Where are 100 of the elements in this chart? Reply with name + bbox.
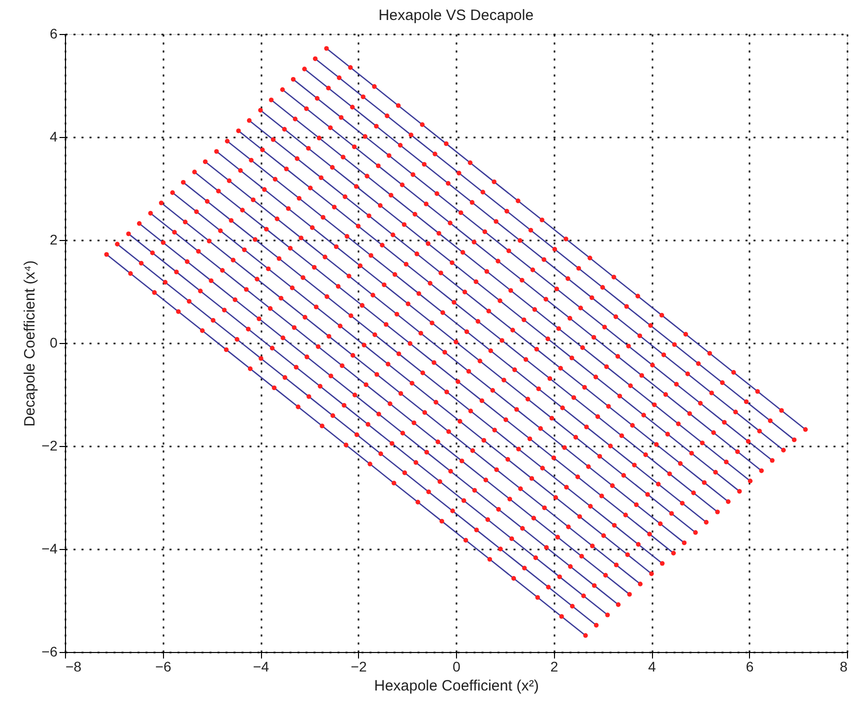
y-tick-label: −4	[42, 540, 58, 556]
y-tick-label: −6	[42, 644, 58, 660]
point	[512, 367, 517, 372]
point	[366, 422, 370, 427]
point	[713, 470, 718, 475]
point	[612, 522, 617, 528]
point	[338, 115, 344, 120]
point	[588, 256, 592, 260]
point	[520, 278, 524, 283]
point	[573, 434, 578, 440]
point	[549, 416, 554, 421]
point	[586, 464, 591, 469]
point	[659, 312, 664, 318]
point	[274, 216, 280, 222]
point	[584, 424, 589, 430]
point	[522, 566, 527, 570]
point	[470, 200, 474, 205]
point	[562, 445, 567, 450]
point	[619, 433, 624, 438]
point	[348, 65, 353, 70]
point	[170, 190, 175, 195]
point	[614, 562, 619, 568]
point	[645, 492, 650, 497]
y-axis-title: Decapole Coefficient (x⁴)	[22, 260, 39, 427]
point	[456, 170, 462, 176]
point	[546, 336, 550, 342]
point	[608, 444, 613, 448]
point	[504, 417, 508, 422]
point	[400, 182, 405, 188]
point	[392, 480, 396, 486]
point	[332, 204, 337, 210]
point	[374, 124, 379, 129]
point	[420, 122, 425, 127]
point	[492, 179, 496, 184]
point	[230, 258, 236, 262]
point	[204, 199, 210, 204]
point	[182, 220, 188, 224]
point	[432, 152, 438, 156]
point	[136, 221, 142, 226]
point	[426, 489, 431, 494]
point	[304, 106, 309, 112]
point	[571, 395, 576, 400]
point	[160, 240, 166, 245]
point	[334, 244, 339, 250]
point	[779, 408, 784, 413]
point	[733, 410, 738, 414]
point	[244, 287, 249, 292]
point	[665, 432, 670, 436]
point	[468, 408, 474, 414]
point	[408, 341, 412, 346]
point	[671, 550, 676, 556]
chart-title: Hexapole VS Decapole	[378, 7, 534, 24]
point	[446, 429, 452, 434]
point	[438, 270, 444, 276]
point	[336, 284, 341, 289]
point	[617, 394, 622, 398]
point	[544, 545, 549, 550]
point	[496, 507, 501, 512]
point	[590, 295, 594, 300]
point	[270, 346, 275, 350]
point	[356, 224, 361, 228]
point	[466, 368, 472, 374]
point	[534, 346, 539, 352]
point	[658, 521, 663, 526]
point	[731, 370, 736, 375]
point	[444, 390, 450, 394]
point	[114, 242, 120, 246]
point	[372, 84, 377, 89]
point	[781, 448, 786, 452]
point	[402, 470, 408, 476]
point	[350, 104, 355, 110]
point	[560, 406, 565, 410]
point	[304, 354, 310, 360]
point	[228, 218, 234, 223]
point	[698, 400, 703, 406]
point	[603, 572, 608, 578]
point	[368, 462, 372, 466]
point	[624, 304, 629, 309]
point	[438, 479, 442, 484]
point	[368, 253, 374, 258]
point	[630, 423, 635, 428]
point	[564, 236, 568, 242]
point	[148, 210, 153, 216]
point	[478, 358, 482, 364]
point	[676, 422, 681, 426]
point	[536, 386, 541, 392]
point	[593, 374, 598, 380]
point	[696, 361, 701, 366]
point	[314, 304, 319, 310]
point	[460, 250, 466, 255]
point	[218, 228, 223, 234]
point	[654, 442, 659, 447]
point	[312, 264, 317, 270]
point	[434, 191, 440, 196]
point	[258, 108, 263, 113]
point	[648, 323, 653, 328]
y-tick-label: 2	[50, 232, 58, 248]
point	[547, 376, 552, 381]
point	[707, 350, 712, 356]
point	[340, 363, 344, 368]
